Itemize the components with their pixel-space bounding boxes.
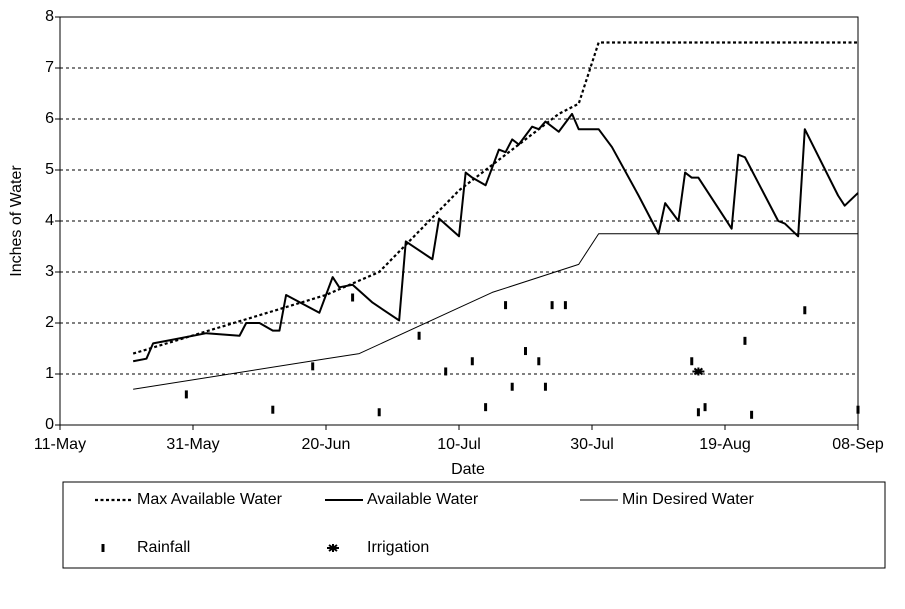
legend-label: Min Desired Water xyxy=(622,491,755,508)
data-marker xyxy=(696,408,700,417)
data-marker xyxy=(550,301,554,310)
data-marker xyxy=(184,390,188,399)
y-tick-label: 8 xyxy=(45,8,54,25)
data-marker xyxy=(703,403,707,412)
data-marker xyxy=(444,367,448,376)
data-marker xyxy=(803,306,807,315)
data-marker xyxy=(311,362,315,371)
y-tick-label: 0 xyxy=(45,416,54,433)
y-tick-label: 3 xyxy=(45,263,54,280)
x-tick-label: 31-May xyxy=(166,436,219,453)
x-axis-label: Date xyxy=(451,461,485,478)
data-marker xyxy=(377,408,381,417)
y-tick-label: 1 xyxy=(45,365,54,382)
y-tick-label: 2 xyxy=(45,314,54,331)
data-marker xyxy=(690,357,694,366)
x-tick-label: 20-Jun xyxy=(302,436,351,453)
data-marker xyxy=(504,301,508,310)
data-marker xyxy=(750,410,754,419)
legend-swatch xyxy=(101,544,105,552)
legend-label: Max Available Water xyxy=(137,491,283,508)
series-line xyxy=(132,112,859,363)
data-marker xyxy=(470,357,474,366)
data-marker xyxy=(543,382,547,391)
legend-swatch xyxy=(327,544,339,552)
legend-box xyxy=(62,481,886,569)
x-tick-label: 08-Sep xyxy=(832,436,884,453)
y-tick-label: 6 xyxy=(45,110,54,127)
data-marker xyxy=(524,347,527,356)
y-axis-label: Inches of Water xyxy=(8,165,25,277)
x-tick-label: 19-Aug xyxy=(699,436,751,453)
data-marker xyxy=(537,357,541,366)
legend-label: Irrigation xyxy=(367,539,429,556)
data-marker xyxy=(563,301,567,310)
legend-label: Rainfall xyxy=(137,539,190,556)
y-tick-label: 7 xyxy=(45,59,54,76)
data-marker xyxy=(743,336,747,345)
data-marker xyxy=(692,367,705,376)
data-marker xyxy=(484,403,488,412)
data-marker xyxy=(417,331,421,340)
y-tick-label: 4 xyxy=(45,212,54,229)
y-tick-label: 5 xyxy=(45,161,54,178)
data-marker xyxy=(856,405,860,414)
data-marker xyxy=(271,405,275,414)
legend-label: Available Water xyxy=(367,491,479,508)
x-tick-label: 11-May xyxy=(34,436,86,453)
series-line xyxy=(133,233,858,390)
x-tick-label: 30-Jul xyxy=(570,436,614,453)
x-tick-label: 10-Jul xyxy=(437,436,481,453)
data-marker xyxy=(510,382,514,391)
series-line xyxy=(132,41,858,355)
data-marker xyxy=(351,293,355,302)
